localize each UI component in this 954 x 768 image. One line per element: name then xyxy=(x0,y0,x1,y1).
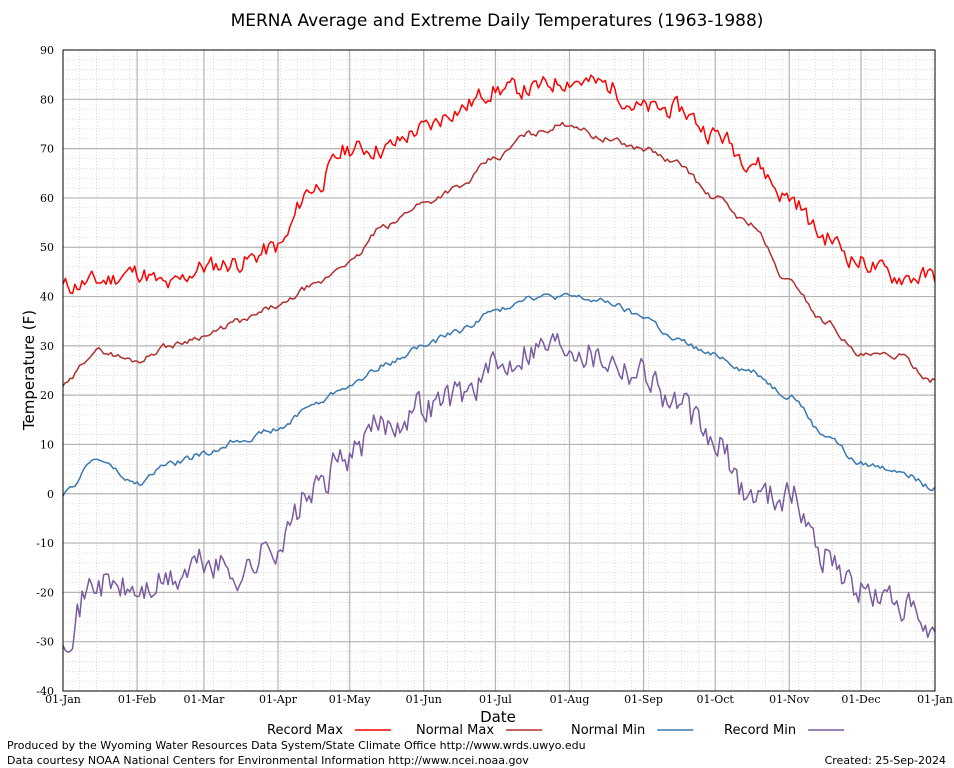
y-tick-label: 20 xyxy=(40,389,54,402)
series-line-record-max xyxy=(62,74,936,295)
x-tick-label: 01-Mar xyxy=(184,693,226,706)
legend-label: Normal Max xyxy=(416,723,494,738)
x-axis-label: Date xyxy=(480,708,516,726)
series-lines xyxy=(62,74,936,653)
footer-created: Created: 25-Sep-2024 xyxy=(825,754,946,767)
y-tick-label: 60 xyxy=(40,192,54,205)
y-tick-label: 70 xyxy=(40,143,54,156)
y-tick-label: 10 xyxy=(40,438,54,451)
x-tick-label: 01-Jun xyxy=(406,693,442,706)
footer-data-courtesy: Data courtesy NOAA National Centers for … xyxy=(7,754,529,767)
x-tick-label: 01-Jul xyxy=(479,693,512,706)
x-tick-label: 01-Jan xyxy=(917,693,953,706)
legend-label: Record Max xyxy=(267,723,343,738)
x-tick-label: 01-May xyxy=(329,693,372,706)
y-tick-label: 40 xyxy=(40,291,54,304)
x-tick-label: 01-Aug xyxy=(550,693,590,706)
y-tick-label: -20 xyxy=(36,586,54,599)
x-tick-label: 01-Sep xyxy=(624,693,663,706)
y-tick-label: 80 xyxy=(40,93,54,106)
series-line-normal-max xyxy=(62,121,936,387)
x-tick-labels: 01-Jan 01-Feb 01-Mar 01-Apr 01-May 01-Jun 01-J… xyxy=(45,693,953,706)
major-gridlines xyxy=(63,50,935,691)
x-tick-label: 01-Oct xyxy=(697,693,735,706)
x-tick-label: 01-Dec xyxy=(841,693,880,706)
legend-label: Normal Min xyxy=(571,723,645,738)
minor-gridlines xyxy=(63,50,935,691)
x-tick-label: 01-Apr xyxy=(259,693,298,706)
y-tick-labels: -40 -30 -20 -10 0 10 20 30 40 50 60 70 80 90 xyxy=(36,44,54,698)
y-tick-label: 0 xyxy=(47,488,54,501)
legend: Record Max Normal Max Normal Min Record Min xyxy=(267,723,845,738)
footer-produced-by: Produced by the Wyoming Water Resources … xyxy=(7,739,586,752)
legend-label: Record Min xyxy=(724,723,796,738)
chart-title: MERNA Average and Extreme Daily Temperat… xyxy=(231,11,764,31)
y-tick-label: 50 xyxy=(40,241,54,254)
y-axis-label: Temperature (F) xyxy=(20,310,38,431)
x-tick-label: 01-Feb xyxy=(118,693,156,706)
y-tick-label: -30 xyxy=(36,636,54,649)
y-tick-label: 30 xyxy=(40,340,54,353)
y-tick-label: 90 xyxy=(40,44,54,57)
plot-frame xyxy=(62,49,936,692)
x-tick-label: 01-Nov xyxy=(769,693,810,706)
x-tick-label: 01-Jan xyxy=(45,693,81,706)
series-line-normal-min xyxy=(62,292,936,497)
series-line-record-min xyxy=(62,332,936,653)
y-tick-label: -40 xyxy=(36,685,54,698)
y-tick-label: -10 xyxy=(36,537,54,550)
